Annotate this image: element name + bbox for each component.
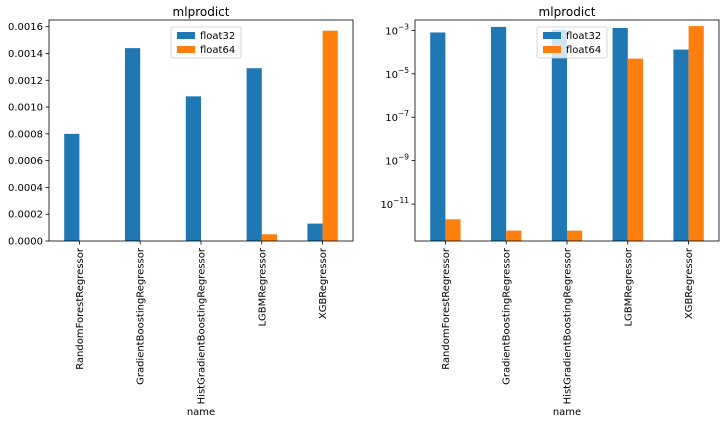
bar-float64-RandomForestRegressor	[445, 219, 461, 241]
y-tick-label: 0.0016	[8, 22, 43, 33]
x-tick-label: XGBRegressor	[318, 247, 329, 319]
linear-chart: 0.0000 0.0002 0.0004 0.0006 0.0008 0.0010 0.00…	[8, 5, 354, 418]
y-tick-label: 0.0006	[8, 156, 43, 167]
x-tick-label: LGBMRegressor	[257, 247, 268, 326]
bar-float32-LGBMRegressor	[612, 27, 628, 242]
chart-title: mlprodict	[539, 5, 596, 19]
bar-float64-LGBMRegressor	[627, 58, 643, 242]
bar-float32-XGBRegressor	[673, 49, 689, 241]
bar-float32-GradientBoostingRegressor	[125, 48, 141, 241]
legend-swatch-float32	[177, 32, 195, 39]
x-axis-label: name	[187, 407, 215, 418]
x-tick-label: GradientBoostingRegressor	[502, 247, 513, 385]
legend-label-float32: float32	[200, 31, 235, 42]
y-tick-label: 10−5	[385, 66, 409, 81]
y-tick-label: 10−3	[385, 22, 409, 37]
y-tick-label: 10−7	[385, 109, 409, 124]
legend: float32 float64	[536, 26, 608, 59]
legend-label-float64: float64	[200, 45, 235, 56]
bar-float32-RandomForestRegressor	[64, 133, 80, 241]
x-tick-label: XGBRegressor	[684, 247, 695, 319]
y-tick-label: 10−11	[380, 196, 409, 211]
bar-float32-XGBRegressor	[307, 223, 323, 241]
y-tick-label: 0.0004	[8, 183, 43, 194]
bar-float64-XGBRegressor	[322, 30, 338, 241]
x-tick-label: HistGradientBoostingRegressor	[197, 247, 208, 404]
bar-float64-HistGradientBoostingRegressor	[567, 230, 583, 241]
bar-float64-XGBRegressor	[688, 26, 704, 241]
legend-label-float64: float64	[566, 45, 601, 56]
x-tick-label: RandomForestRegressor	[75, 247, 86, 370]
bar-float32-LGBMRegressor	[246, 68, 262, 241]
legend-swatch-float64	[543, 46, 561, 53]
y-tick-label: 0.0008	[8, 129, 43, 140]
bar-float32-RandomForestRegressor	[430, 32, 446, 241]
bar-float32-GradientBoostingRegressor	[491, 26, 507, 242]
legend-swatch-float64	[177, 46, 195, 53]
bar-float64-LGBMRegressor	[261, 234, 277, 241]
x-tick-label: RandomForestRegressor	[441, 247, 452, 370]
y-tick-label: 0.0014	[8, 49, 43, 60]
x-tick-label: HistGradientBoostingRegressor	[563, 247, 574, 404]
bar-float32-HistGradientBoostingRegressor	[185, 96, 201, 241]
legend-label-float32: float32	[566, 31, 601, 42]
legend-swatch-float32	[543, 32, 561, 39]
log-chart: 10−11 10−9 10−7 10−5 10−3 RandomForestRegress…	[380, 5, 720, 418]
x-tick-label: GradientBoostingRegressor	[136, 247, 147, 385]
bar-float64-GradientBoostingRegressor	[506, 230, 522, 241]
chart-title: mlprodict	[173, 5, 230, 19]
y-tick-label: 10−9	[385, 153, 409, 168]
y-tick-label: 0.0002	[8, 210, 43, 221]
x-tick-label: LGBMRegressor	[623, 247, 634, 326]
bar-float32-HistGradientBoostingRegressor	[551, 29, 567, 241]
y-tick-label: 0.0012	[8, 76, 43, 87]
y-tick-label: 0.0010	[8, 103, 43, 114]
x-axis-label: name	[553, 407, 581, 418]
legend: float32 float64	[170, 26, 242, 59]
y-tick-label: 0.0000	[8, 237, 43, 248]
